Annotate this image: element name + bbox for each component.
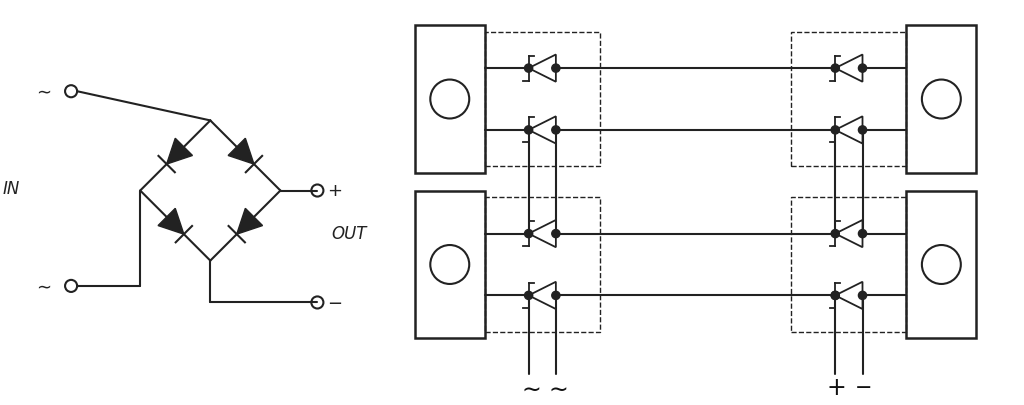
Circle shape bbox=[831, 230, 840, 238]
Polygon shape bbox=[528, 220, 556, 247]
Bar bbox=[484, 197, 600, 332]
Circle shape bbox=[831, 64, 840, 72]
Circle shape bbox=[552, 291, 560, 299]
Circle shape bbox=[858, 230, 866, 238]
Bar bbox=[906, 25, 977, 173]
Circle shape bbox=[831, 291, 840, 299]
Bar bbox=[792, 197, 906, 332]
Circle shape bbox=[858, 64, 866, 72]
Circle shape bbox=[858, 291, 866, 299]
Polygon shape bbox=[528, 55, 556, 82]
Polygon shape bbox=[528, 116, 556, 143]
Circle shape bbox=[831, 291, 840, 299]
Polygon shape bbox=[836, 116, 862, 143]
Circle shape bbox=[858, 126, 866, 134]
Polygon shape bbox=[836, 55, 862, 82]
Text: IN: IN bbox=[2, 179, 19, 198]
Polygon shape bbox=[158, 208, 184, 234]
Text: $\sim$: $\sim$ bbox=[33, 82, 51, 100]
Polygon shape bbox=[836, 220, 862, 247]
Text: OUT: OUT bbox=[331, 225, 367, 243]
Polygon shape bbox=[228, 138, 254, 164]
Circle shape bbox=[524, 291, 532, 299]
Circle shape bbox=[552, 64, 560, 72]
Circle shape bbox=[552, 230, 560, 238]
Circle shape bbox=[524, 126, 532, 134]
Circle shape bbox=[831, 126, 840, 134]
Bar bbox=[906, 190, 977, 339]
Circle shape bbox=[524, 64, 532, 72]
Bar bbox=[484, 32, 600, 166]
Bar bbox=[792, 32, 906, 166]
Polygon shape bbox=[836, 282, 862, 309]
Polygon shape bbox=[167, 138, 193, 164]
Polygon shape bbox=[237, 208, 262, 234]
Text: $\sim$: $\sim$ bbox=[517, 376, 541, 401]
Text: $\sim$: $\sim$ bbox=[544, 376, 568, 401]
Bar bbox=[415, 25, 484, 173]
Polygon shape bbox=[528, 282, 556, 309]
Text: $-$: $-$ bbox=[854, 376, 871, 396]
Bar bbox=[415, 190, 484, 339]
Text: $\sim$: $\sim$ bbox=[33, 277, 51, 295]
Circle shape bbox=[552, 126, 560, 134]
Text: $+$: $+$ bbox=[327, 181, 342, 200]
Text: $+$: $+$ bbox=[825, 376, 845, 401]
Text: $-$: $-$ bbox=[327, 294, 342, 311]
Circle shape bbox=[524, 230, 532, 238]
